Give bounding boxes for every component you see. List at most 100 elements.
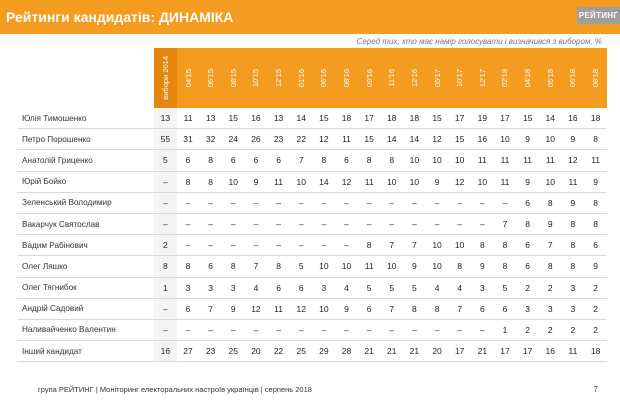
table-cell: – — [312, 234, 336, 257]
column-header-label: 10'15 — [251, 68, 261, 88]
table-cell: 27 — [176, 340, 200, 363]
table-row: Олег Тягнибок 1 3 3 3 4 6 6 3 4 5 5 5 4 4 3 5 2 2 3 2 — [17, 277, 607, 299]
table-cell: 2 — [538, 277, 562, 299]
table-cell: – — [335, 234, 358, 257]
table-cell: – — [154, 192, 177, 214]
column-header: 06'15 — [199, 48, 222, 108]
table-cell: 10 — [380, 255, 404, 278]
table-cell: 8 — [538, 255, 562, 278]
table-cell: 21 — [357, 340, 381, 363]
table-cell: 18 — [584, 340, 607, 363]
column-header-label: 12'16 — [409, 68, 419, 88]
table-cell: 14 — [380, 128, 404, 151]
candidate-name: Олег Тягнибок — [17, 277, 155, 299]
table-cell: 10 — [335, 255, 358, 278]
table-cell: 10 — [471, 171, 494, 193]
column-header: 12'16 — [403, 48, 426, 108]
table-cell: – — [199, 213, 222, 236]
table-cell: 14 — [289, 108, 313, 130]
table-cell: 16 — [244, 108, 268, 130]
candidate-name: Інший кандидат — [17, 340, 155, 363]
brand-logo: РЕЙТИНГ — [577, 7, 620, 24]
table-cell: 16 — [538, 340, 562, 363]
table-cell: 23 — [199, 340, 222, 363]
column-header: 04'15 — [176, 48, 200, 108]
table-cell: 8 — [561, 213, 585, 236]
column-header-label: 05'17 — [432, 68, 442, 88]
column-header: 05'17 — [425, 48, 449, 108]
table-cell: 11 — [357, 255, 381, 278]
table-cell: 8 — [561, 255, 585, 278]
table-cell: 7 — [199, 298, 222, 320]
table-cell: 4 — [244, 277, 268, 299]
table-cell: 18 — [380, 108, 404, 130]
column-header-label: 05'18 — [545, 68, 555, 88]
candidate-name: Олег Ляшко — [17, 255, 155, 278]
table-cell: – — [335, 192, 358, 214]
table-cell: 8 — [221, 255, 245, 278]
candidate-name: Петро Порошенко — [17, 128, 155, 151]
table-cell: 12 — [312, 128, 336, 151]
column-header-label: 12'15 — [274, 68, 284, 88]
table-cell: 7 — [403, 234, 426, 257]
table-cell: – — [312, 192, 336, 214]
table-cell: 17 — [448, 340, 472, 363]
table-cell: 11 — [471, 149, 494, 172]
table-cell: 6 — [335, 149, 358, 172]
table-cell: – — [199, 319, 222, 342]
table-cell: 11 — [335, 128, 358, 151]
table-cell: 6 — [176, 298, 200, 320]
table-cell: 3 — [312, 277, 336, 299]
table-row: Петро Порошенко 55 31 32 24 26 23 22 12 11 15 14 14 1… — [17, 128, 607, 151]
table-cell: 6 — [584, 234, 607, 257]
table-cell: 6 — [516, 234, 539, 257]
table-cell: 10 — [403, 171, 426, 193]
table-cell: – — [312, 213, 336, 236]
table-cell: 12 — [289, 298, 313, 320]
table-cell: 17 — [448, 108, 472, 130]
table-cell: 8 — [267, 255, 290, 278]
candidate-name: Анатолій Гриценко — [17, 149, 155, 172]
table-cell: – — [335, 319, 358, 342]
table-cell: 10 — [448, 149, 472, 172]
column-header-label: 04'15 — [183, 68, 193, 88]
table-cell: – — [289, 192, 313, 214]
table-cell: 15 — [357, 128, 381, 151]
table-cell: 12 — [561, 149, 585, 172]
column-header: 08'16 — [335, 48, 358, 108]
table-cell: 20 — [244, 340, 268, 363]
table-cell: – — [357, 319, 381, 342]
table-cell: 25 — [289, 340, 313, 363]
table-cell: 9 — [221, 298, 245, 320]
table-cell: 8 — [199, 171, 222, 193]
table-cell: 8 — [584, 213, 607, 236]
table-cell: – — [176, 234, 200, 257]
table-cell: 10 — [538, 171, 562, 193]
table-cell: 9 — [561, 192, 585, 214]
table-cell: 6 — [176, 149, 200, 172]
table-cell: 3 — [561, 298, 585, 320]
table-cell: 8 — [448, 255, 472, 278]
table-cell: 8 — [471, 234, 494, 257]
table-cell: 9 — [538, 213, 562, 236]
column-header-label: 06'16 — [319, 68, 329, 88]
column-header-label: 08'15 — [228, 68, 238, 88]
table-cell: 9 — [425, 171, 449, 193]
header-bar: Рейтинги кандидатів: ДИНАМІКА РЕЙТИНГ — [0, 0, 620, 34]
table-cell: 9 — [335, 298, 358, 320]
table-cell: 8 — [357, 149, 381, 172]
table-cell: 2 — [538, 319, 562, 342]
table-cell: 13 — [199, 108, 222, 130]
table-cell: – — [425, 319, 449, 342]
table-cell: 1 — [154, 277, 177, 299]
table-cell: – — [244, 213, 268, 236]
table-cell: 11 — [357, 171, 381, 193]
table-row: Юрій Бойко –8 8 10 9 11 10 14 12 11 10 10 9 12 10 11 9 10… — [17, 171, 607, 193]
table-cell: – — [448, 192, 472, 214]
table-cell: 11 — [516, 149, 539, 172]
table-cell: 7 — [538, 234, 562, 257]
table-cell: 32 — [199, 128, 222, 151]
table-cell: – — [221, 234, 245, 257]
table-cell: – — [244, 319, 268, 342]
table-cell: – — [471, 213, 494, 236]
